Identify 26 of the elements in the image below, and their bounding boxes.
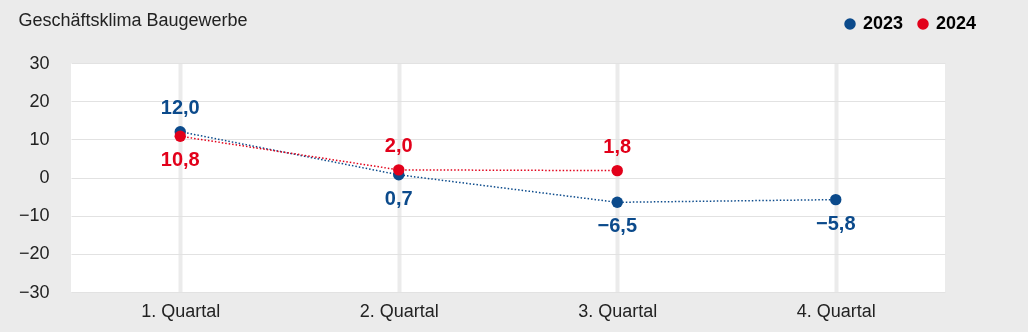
x-tick-label: 2. Quartal	[359, 300, 439, 321]
y-tick-label: 20	[29, 90, 50, 111]
legend-label: 2023	[863, 13, 904, 33]
point	[611, 164, 623, 177]
y-tick-label: 0	[39, 167, 50, 187]
point	[174, 130, 186, 142]
chart-title: Geschäftsklima Baugewerbe	[18, 10, 248, 30]
x-tick-label: 1. Quartal	[141, 300, 221, 321]
x-tick-label: 4. Quartal	[796, 300, 876, 321]
data-label: 2,0	[384, 133, 413, 156]
data-label: 10,8	[160, 148, 200, 171]
y-tick-label: 10	[29, 128, 50, 149]
y-tick-label: 30	[29, 52, 50, 73]
y-tick-label: −20	[18, 243, 50, 264]
y-tick-label: −10	[18, 205, 50, 226]
point	[393, 164, 405, 176]
data-label: 1,8	[603, 134, 632, 157]
point	[830, 193, 842, 206]
data-label: −5,8	[816, 211, 856, 234]
legend-label: 2024	[936, 13, 977, 33]
y-tick-label: −30	[18, 281, 50, 302]
x-tick-label: 3. Quartal	[578, 300, 658, 321]
data-label: 12,0	[160, 95, 200, 118]
data-label: 0,7	[384, 186, 413, 209]
data-label: −6,5	[597, 214, 637, 237]
point	[611, 196, 623, 208]
